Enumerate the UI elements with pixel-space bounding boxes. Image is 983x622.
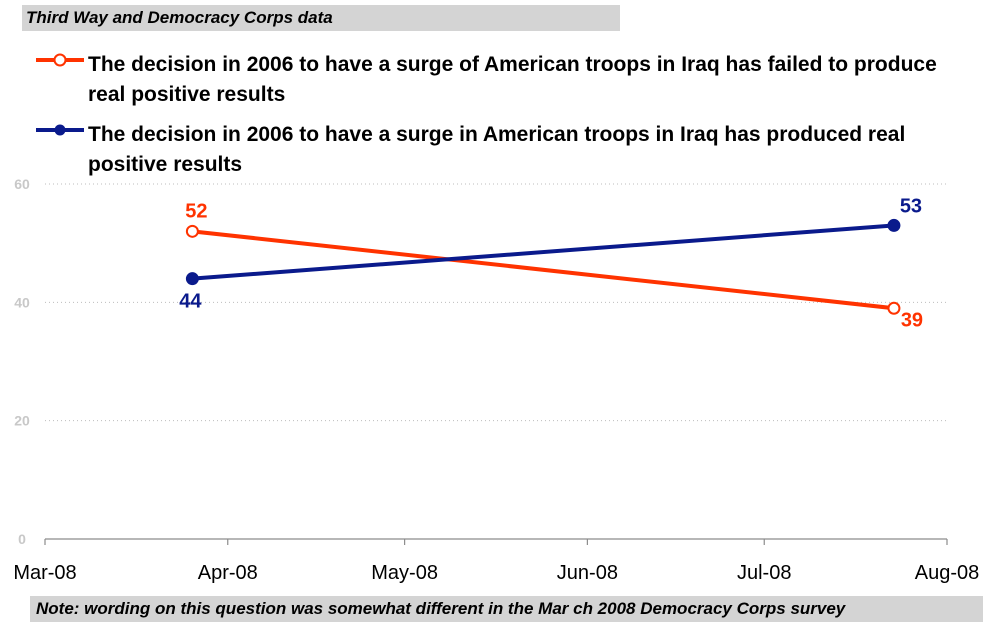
x-tick-label: Jul-08: [737, 562, 791, 584]
legend-label-failed: The decision in 2006 to have a surge of …: [88, 53, 937, 106]
series-line-0: [192, 229, 895, 311]
data-point: [185, 224, 199, 238]
legend-swatch-failed: [36, 53, 84, 67]
x-tick-label: Mar-08: [13, 562, 76, 584]
y-tick-label: 0: [18, 531, 26, 547]
data-label: 44: [179, 291, 202, 313]
legend-label-produced: The decision in 2006 to have a surge in …: [88, 123, 906, 176]
data-point: [185, 272, 199, 286]
x-tick-label: Apr-08: [198, 562, 258, 584]
x-tick-label: Aug-08: [915, 562, 980, 584]
note-box: [30, 596, 983, 622]
footnote: Note: wording on this question was somew…: [36, 599, 846, 618]
y-tick-label: 40: [14, 294, 30, 310]
series-line-1: [192, 223, 895, 281]
x-tick-label: May-08: [371, 562, 438, 584]
source-label: Third Way and Democracy Corps data: [26, 8, 333, 27]
data-point: [887, 301, 901, 315]
legend-swatch-produced: [36, 124, 84, 136]
data-point: [887, 218, 901, 232]
y-tick-label: 20: [14, 413, 30, 429]
legend-marker-filled-circle: [54, 124, 66, 136]
data-label: 39: [901, 309, 923, 331]
data-label: 53: [900, 195, 922, 217]
chart-legend: The decision in 2006 to have a surge of …: [0, 0, 983, 180]
line-chart: 0 20 40 60 Mar-08 Apr-08 May-08 Jun-08 Jul-08 Aug…: [13, 176, 980, 584]
source-label-box: [22, 5, 620, 31]
y-tick-label: 60: [14, 176, 30, 192]
data-label: 52: [185, 200, 207, 222]
legend-marker-open-circle: [53, 53, 67, 67]
x-tick-label: Jun-08: [557, 562, 618, 584]
